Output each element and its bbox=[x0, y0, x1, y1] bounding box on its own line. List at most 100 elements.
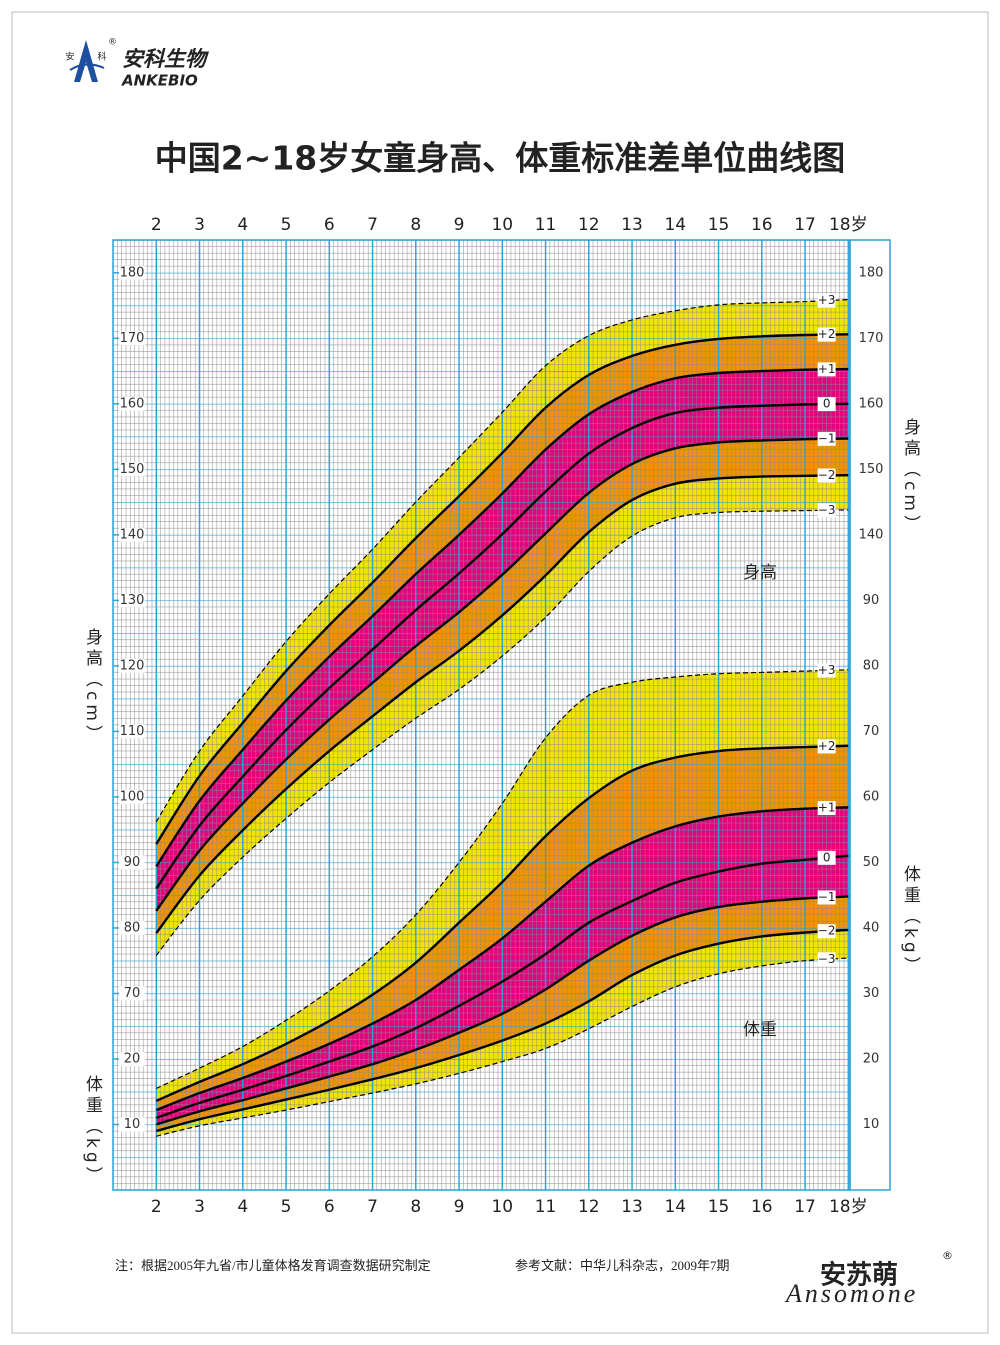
footer-reference: 参考文献：中华儿科杂志，2009年7期 bbox=[515, 1258, 730, 1273]
y-tick-bg bbox=[119, 1117, 145, 1132]
sd-label-bg bbox=[817, 952, 836, 967]
y-tick-bg bbox=[858, 986, 884, 1001]
x-tick-label-top: 4 bbox=[237, 215, 248, 235]
y-tick-bg bbox=[119, 396, 145, 411]
y-tick-bg bbox=[119, 593, 145, 608]
x-tick-label-top: 15 bbox=[708, 215, 730, 235]
sd-label: −3 bbox=[818, 952, 836, 966]
x-tick-label-top: 6 bbox=[324, 215, 335, 235]
y-tick-bg bbox=[858, 527, 884, 542]
x-tick-label-bottom: 17 bbox=[794, 1197, 816, 1217]
y-tick-label: 70 bbox=[863, 724, 880, 739]
brand-cn: 安科生物 bbox=[122, 47, 210, 71]
sd-label: +3 bbox=[818, 293, 836, 307]
x-tick-label-bottom: 18岁 bbox=[829, 1197, 868, 1217]
logo-swoosh bbox=[69, 63, 105, 71]
y-tick-bg bbox=[119, 724, 145, 739]
sd-label: +3 bbox=[818, 663, 836, 677]
logo-left: 安 bbox=[65, 51, 74, 63]
y-tick-label: 150 bbox=[120, 462, 145, 477]
sd-label-bg bbox=[817, 327, 836, 342]
y-tick-label: 140 bbox=[120, 527, 145, 542]
sd-curve bbox=[155, 669, 849, 1089]
y-tick-bg bbox=[119, 527, 145, 542]
sd-label-bg bbox=[817, 890, 836, 905]
chart-title: 中国2~18岁女童身高、体重标准差单位曲线图 bbox=[155, 139, 846, 178]
right-axis-column bbox=[849, 239, 891, 1191]
y-tick-label: 90 bbox=[863, 593, 880, 608]
grid-minor bbox=[113, 240, 850, 1190]
footer-note: 注：根据2005年九省/市儿童体格发育调查数据研究制定 bbox=[115, 1258, 431, 1273]
footer-registered: ® bbox=[942, 1249, 953, 1262]
sd-curve bbox=[155, 402, 849, 890]
y-tick-label: 140 bbox=[859, 527, 884, 542]
brand-en: ANKEBIO bbox=[121, 72, 198, 90]
logo-mark bbox=[74, 40, 98, 82]
sd-label-bg bbox=[817, 397, 836, 412]
sd-label-bg bbox=[817, 663, 836, 678]
sd-label-bg bbox=[817, 362, 836, 377]
x-tick-label-bottom: 11 bbox=[535, 1197, 557, 1217]
y-tick-bg bbox=[858, 920, 884, 935]
y-tick-bg bbox=[119, 789, 145, 804]
plot-frame bbox=[112, 239, 851, 1191]
height-zone-label: 身高 bbox=[743, 563, 777, 583]
right-weight-axis-title: 体重（kg） bbox=[900, 865, 921, 978]
sd-label-bg bbox=[817, 503, 836, 518]
y-tick-bg bbox=[858, 265, 884, 280]
sd-curve bbox=[155, 437, 849, 912]
y-tick-bg bbox=[119, 265, 145, 280]
sd-label-bg bbox=[817, 293, 836, 308]
x-tick-label-top: 11 bbox=[535, 215, 557, 235]
y-tick-bg bbox=[858, 462, 884, 477]
sd-label: −2 bbox=[818, 468, 836, 482]
x-tick-label-top: 8 bbox=[410, 215, 421, 235]
x-tick-label-bottom: 2 bbox=[151, 1197, 162, 1217]
weight-zone-label: 体重 bbox=[743, 1020, 777, 1040]
x-tick-label-bottom: 6 bbox=[324, 1197, 335, 1217]
x-tick-label-top: 2 bbox=[151, 215, 162, 235]
left-height-axis-title: 身高（cm） bbox=[82, 628, 103, 746]
y-tick-label: 50 bbox=[863, 855, 880, 870]
x-tick-label-top: 9 bbox=[454, 215, 465, 235]
sd-label-bg bbox=[817, 468, 836, 483]
sd-label-bg bbox=[817, 924, 836, 939]
x-tick-label-bottom: 13 bbox=[621, 1197, 643, 1217]
sd-curve bbox=[155, 474, 849, 934]
x-tick-label-top: 16 bbox=[751, 215, 773, 235]
sd-label-bg bbox=[817, 801, 836, 816]
y-tick-bg bbox=[858, 658, 884, 673]
x-tick-label-bottom: 12 bbox=[578, 1197, 600, 1217]
logo: 安 科 ® 安科生物 ANKEBIO bbox=[65, 38, 210, 90]
x-tick-label-top: 14 bbox=[664, 215, 686, 235]
x-tick-label-bottom: 8 bbox=[410, 1197, 421, 1217]
y-tick-bg bbox=[119, 920, 145, 935]
y-tick-bg bbox=[858, 331, 884, 346]
logo-right: 科 bbox=[97, 51, 106, 63]
sd-label: −2 bbox=[818, 924, 836, 938]
sd-curve bbox=[155, 333, 849, 845]
sd-curve bbox=[155, 367, 849, 868]
y-tick-label: 10 bbox=[863, 1117, 880, 1132]
left-weight-axis-title: 体重（kg） bbox=[82, 1075, 103, 1188]
y-tick-label: 30 bbox=[863, 986, 880, 1001]
y-tick-label: 170 bbox=[859, 331, 884, 346]
x-tick-label-top: 10 bbox=[491, 215, 513, 235]
x-tick-label-bottom: 3 bbox=[194, 1197, 205, 1217]
sd-label: −3 bbox=[818, 503, 836, 517]
sd-curve bbox=[155, 509, 849, 956]
x-tick-label-top: 3 bbox=[194, 215, 205, 235]
sd-label: −1 bbox=[818, 890, 836, 904]
y-tick-bg bbox=[119, 658, 145, 673]
sd-label-bg bbox=[817, 739, 836, 754]
y-tick-label: 90 bbox=[124, 855, 141, 870]
labels: −3 −2 −1 0 +1 +2 +3 −3 −2 −1 0 +1 +2 +3 2 2 3 3 4 4 5 5 6 6 7 7 8 8… bbox=[119, 215, 884, 1217]
y-tick-label: 60 bbox=[863, 789, 880, 804]
y-tick-bg bbox=[858, 855, 884, 870]
sd-label: +1 bbox=[818, 362, 836, 376]
y-tick-bg bbox=[858, 724, 884, 739]
sd-curve bbox=[155, 895, 849, 1126]
x-tick-label-bottom: 15 bbox=[708, 1197, 730, 1217]
y-tick-bg bbox=[858, 1051, 884, 1066]
